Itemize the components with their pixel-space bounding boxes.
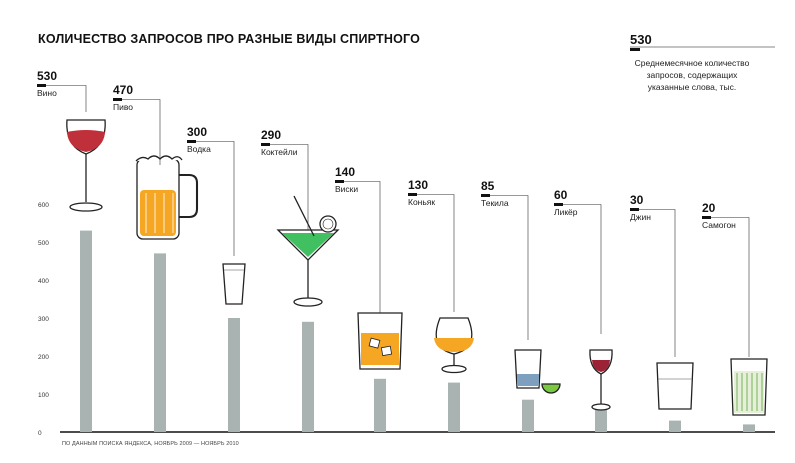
gin-glass-icon bbox=[656, 362, 694, 410]
leader-line bbox=[46, 85, 87, 112]
category-label: Коктейли bbox=[261, 147, 298, 157]
category-label: Текила bbox=[481, 198, 509, 208]
y-tick-label: 300 bbox=[38, 316, 49, 323]
bar-5 bbox=[374, 378, 386, 432]
bar-3 bbox=[228, 318, 240, 432]
legend-value: 530 bbox=[630, 32, 652, 47]
value-label: 300 bbox=[187, 125, 207, 139]
value-label: 20 bbox=[702, 201, 716, 215]
category-label: Ликёр bbox=[554, 207, 578, 217]
bar-1 bbox=[80, 230, 92, 432]
y-tick-label: 0 bbox=[38, 430, 42, 437]
category-label: Пиво bbox=[113, 102, 133, 112]
label-marker bbox=[554, 203, 563, 206]
value-label: 60 bbox=[554, 188, 568, 202]
leader-line bbox=[417, 194, 455, 312]
chart-title: КОЛИЧЕСТВО ЗАПРОСОВ ПРО РАЗНЫЕ ВИДЫ СПИР… bbox=[38, 32, 421, 46]
bar-7 bbox=[522, 399, 534, 432]
legend-description: Среднемесячное количество запросов, соде… bbox=[634, 58, 750, 92]
label-marker bbox=[261, 143, 270, 146]
value-label: 530 bbox=[37, 69, 57, 83]
legend-marker bbox=[630, 48, 640, 51]
bars bbox=[80, 230, 755, 432]
vodka-shot-icon bbox=[222, 263, 246, 305]
leader-line bbox=[639, 209, 676, 357]
cocktail-glass-icon bbox=[276, 195, 340, 307]
value-label: 140 bbox=[335, 165, 355, 179]
label-marker bbox=[702, 216, 711, 219]
bar-9 bbox=[669, 420, 681, 432]
moonshine-glass-icon bbox=[730, 358, 768, 416]
label-marker bbox=[113, 98, 122, 101]
label-marker bbox=[187, 140, 196, 143]
value-label: 85 bbox=[481, 179, 495, 193]
leader-line bbox=[122, 99, 161, 165]
whiskey-glass-icon bbox=[357, 312, 403, 370]
label-marker bbox=[37, 84, 46, 87]
value-label: 30 bbox=[630, 193, 644, 207]
category-label: Вино bbox=[37, 88, 57, 98]
value-labels: 530 Вино 470 Пиво 300 Водка 290 Коктейли 140 Виск… bbox=[37, 69, 750, 357]
y-tick-label: 400 bbox=[38, 278, 49, 285]
y-axis-ticks: 0 100 200 300 400 500 600 bbox=[38, 202, 49, 437]
label-marker bbox=[335, 180, 344, 183]
category-label: Джин bbox=[630, 212, 651, 222]
bar-10 bbox=[743, 424, 755, 432]
bar-2 bbox=[154, 253, 166, 432]
category-label: Водка bbox=[187, 144, 211, 154]
value-label: 130 bbox=[408, 178, 428, 192]
label-marker bbox=[408, 193, 417, 196]
bar-6 bbox=[448, 382, 460, 432]
label-marker bbox=[481, 194, 490, 197]
liqueur-glass-icon bbox=[589, 349, 613, 411]
category-label: Виски bbox=[335, 184, 358, 194]
y-tick-label: 500 bbox=[38, 240, 49, 247]
source-note: ПО ДАННЫМ ПОИСКА ЯНДЕКСА, НОЯБРЬ 2009 — … bbox=[62, 441, 239, 447]
bar-4 bbox=[302, 321, 314, 432]
bar-8 bbox=[595, 409, 607, 432]
category-label: Коньяк bbox=[408, 197, 435, 207]
glass-icons bbox=[66, 119, 768, 416]
leader-line bbox=[563, 204, 602, 334]
leader-line bbox=[490, 195, 529, 340]
tequila-shot-icon bbox=[514, 349, 561, 394]
label-marker bbox=[630, 208, 639, 211]
beer-mug-icon bbox=[135, 155, 199, 240]
category-label: Самогон bbox=[702, 220, 736, 230]
leader-line bbox=[344, 181, 381, 313]
leader-line bbox=[711, 217, 750, 357]
legend: 530 Среднемесячное количество запросов, … bbox=[630, 32, 790, 92]
value-label: 470 bbox=[113, 83, 133, 97]
leader-line bbox=[270, 144, 309, 230]
cognac-snifter-icon bbox=[434, 317, 474, 374]
y-tick-label: 100 bbox=[38, 392, 49, 399]
wine-glass-icon bbox=[66, 119, 106, 212]
y-tick-label: 600 bbox=[38, 202, 49, 209]
y-tick-label: 200 bbox=[38, 354, 49, 361]
leader-line bbox=[196, 141, 235, 256]
value-label: 290 bbox=[261, 128, 281, 142]
